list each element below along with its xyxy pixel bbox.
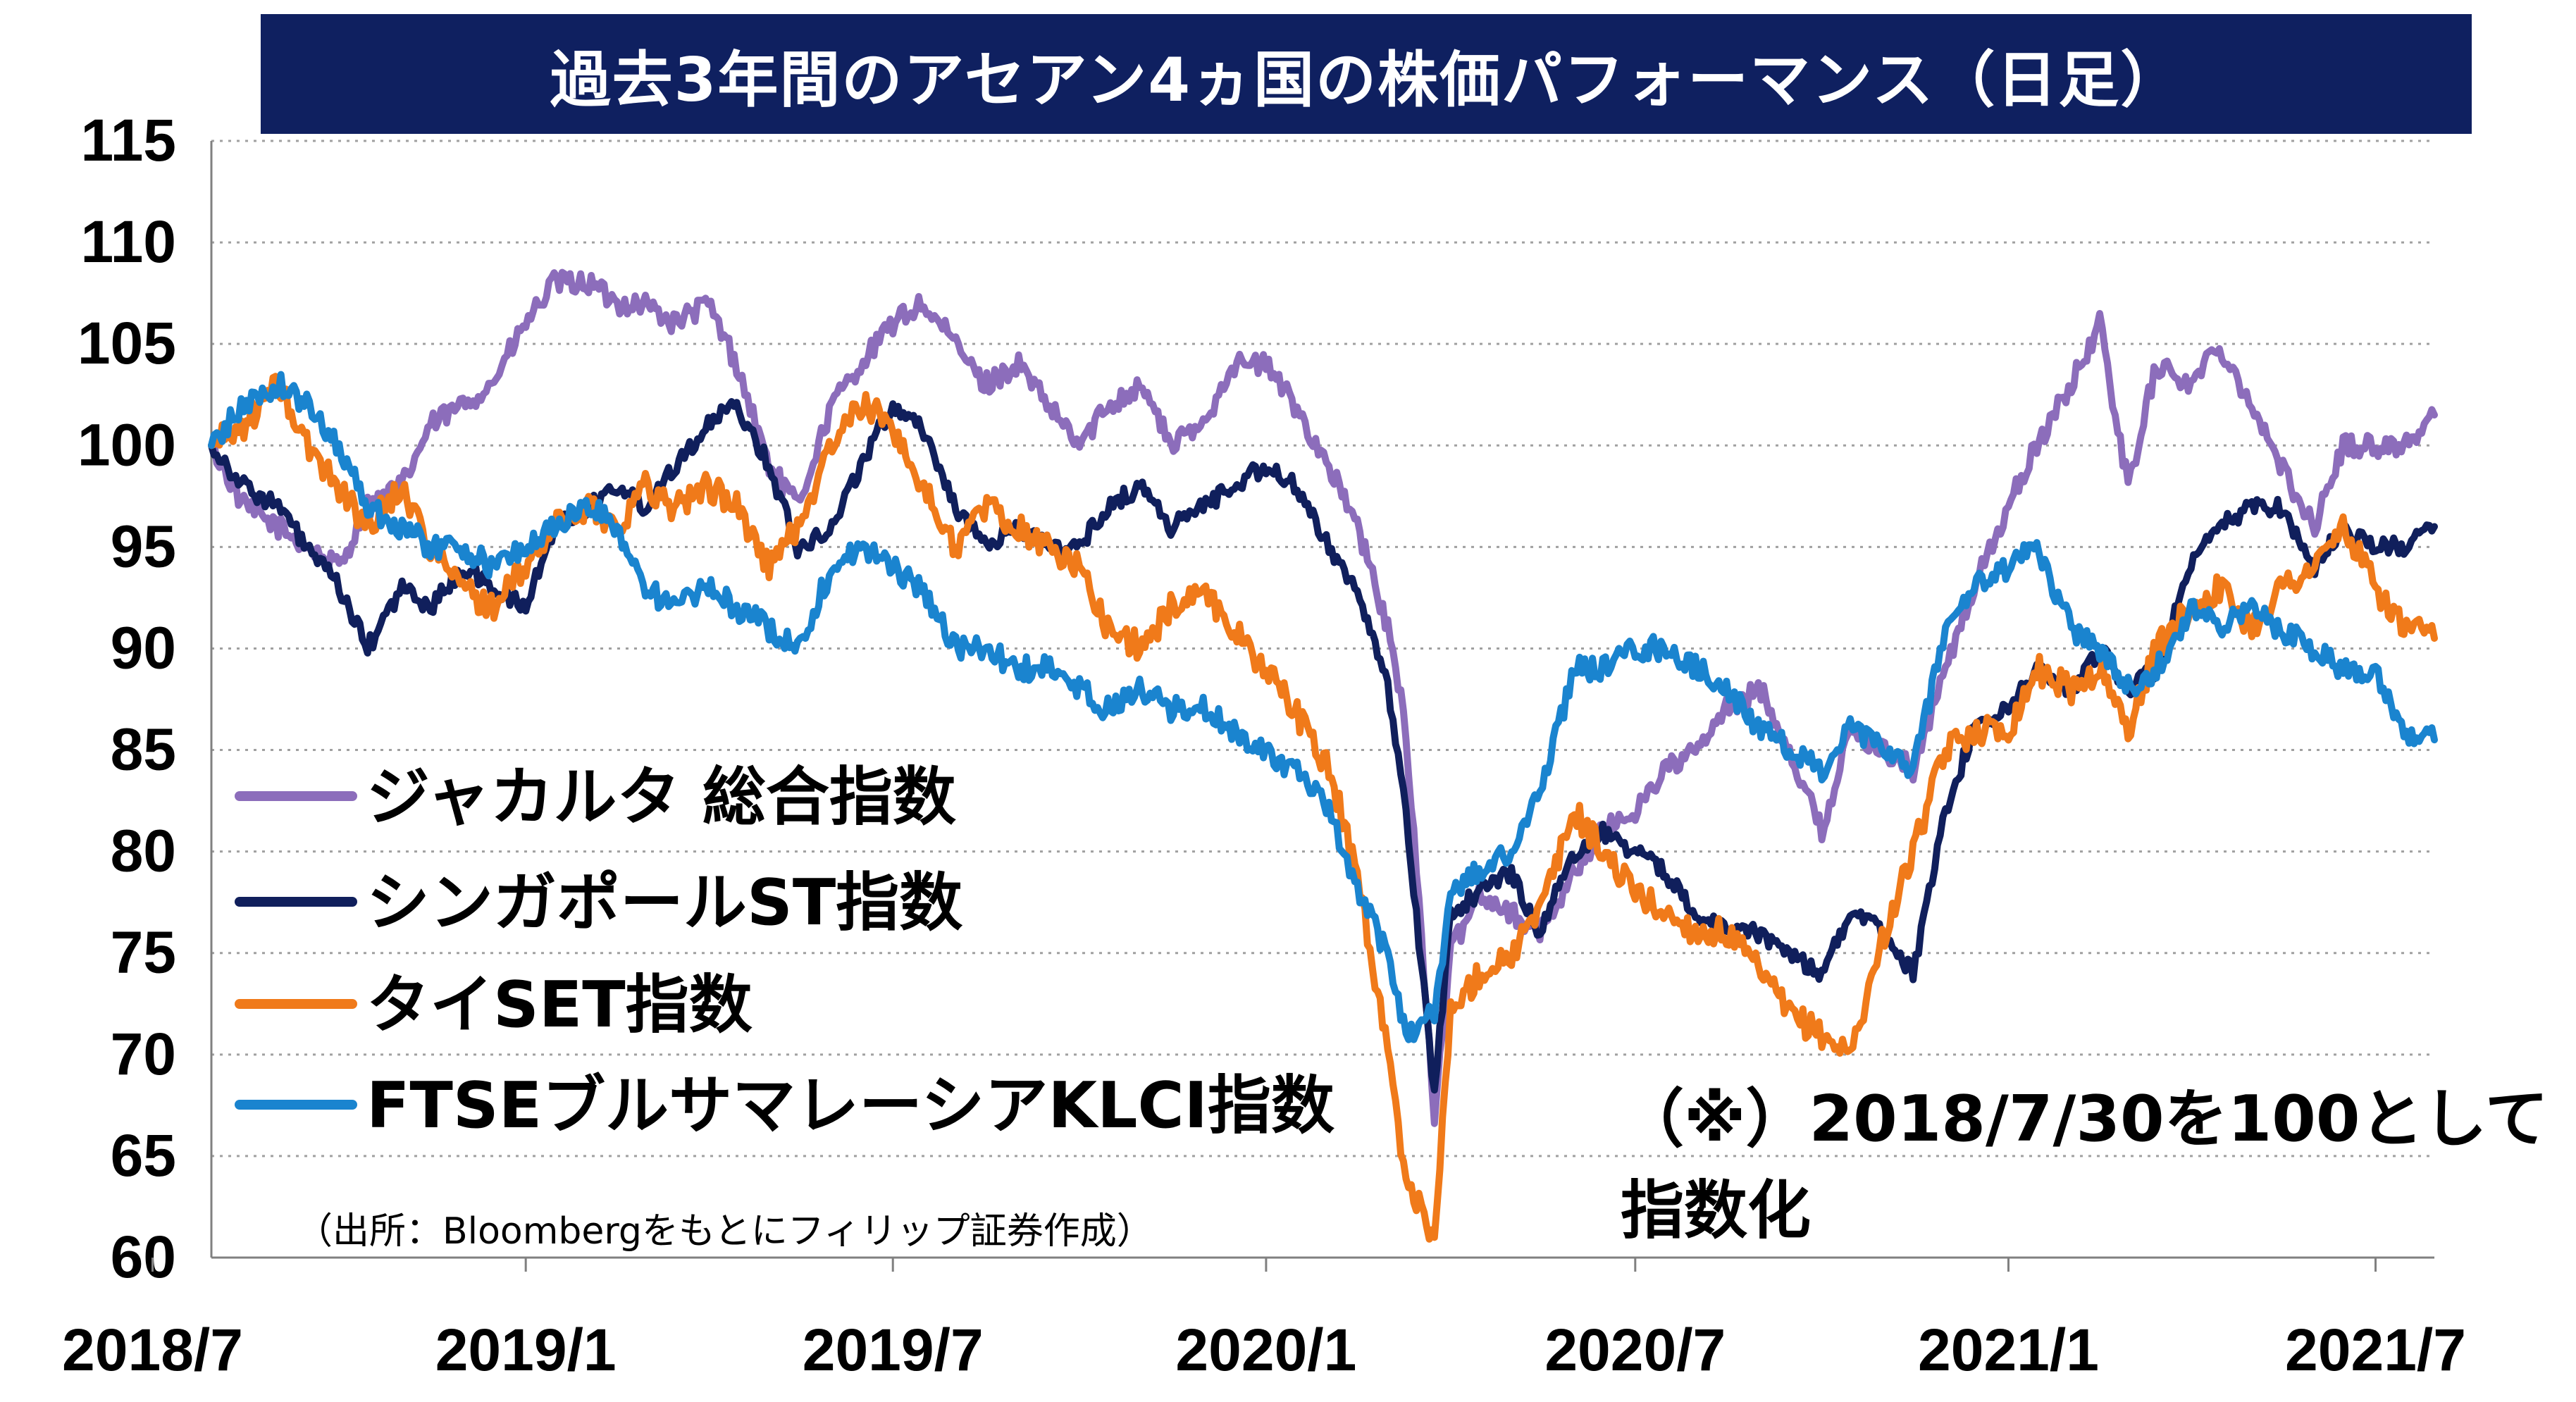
legend-label: シンガポールST指数 [366,866,962,940]
y-tick-label: 90 [111,614,176,681]
y-tick-label: 95 [111,513,176,579]
y-tick-label: 100 [78,411,176,478]
x-tick-label: 2019/1 [435,1317,617,1383]
chart-title: 過去3年間のアセアン4ヵ国の株価パフォーマンス（日足） [261,14,2472,134]
y-tick-label: 65 [111,1122,176,1189]
legend-label: FTSEブルサマレーシアKLCI指数 [366,1069,1335,1143]
x-tick-label: 2021/1 [1918,1317,2099,1383]
index-note-line2: 指数化 [1621,1174,1811,1248]
y-tick-label: 115 [80,107,176,173]
x-tick-label: 2019/7 [803,1317,984,1383]
y-tick-label: 110 [80,209,176,275]
x-tick-label: 2020/7 [1544,1317,1726,1383]
x-tick-label: 2020/1 [1175,1317,1356,1383]
y-tick-label: 85 [111,716,176,783]
y-tick-label: 80 [111,818,176,884]
index-note-line1: （※）2018/7/30を100として [1621,1082,2549,1156]
y-tick-label: 75 [111,919,176,986]
y-tick-label: 105 [78,310,176,376]
legend-label: タイSET指数 [366,968,753,1042]
y-tick-label: 70 [111,1021,176,1087]
legend-label: ジャカルタ 総合指数 [366,760,956,834]
series-line [208,371,2438,1043]
y-tick-label: 60 [111,1224,176,1290]
x-tick-label: 2021/7 [2285,1317,2466,1383]
series-line [208,373,2438,1243]
x-tick-label: 2018/7 [62,1317,243,1383]
series-line [208,268,2438,1127]
source-note: （出所：Bloombergをもとにフィリップ証券作成） [296,1210,1153,1253]
